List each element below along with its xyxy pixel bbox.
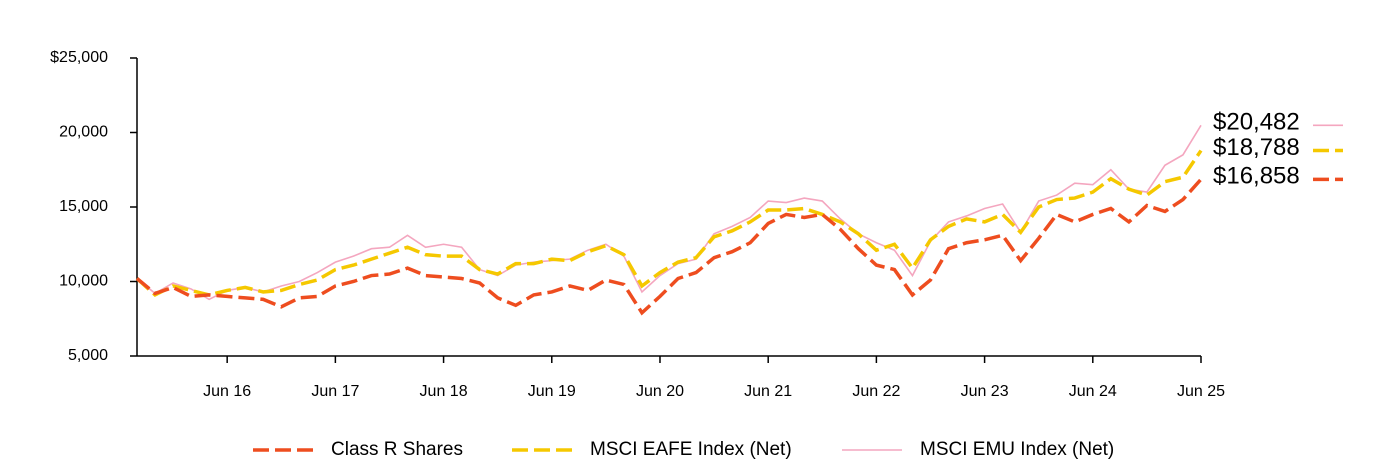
x-tick-label: Jun 25 [1177,383,1225,400]
x-tick-label: Jun 21 [744,383,792,400]
x-tick-label: Jun 24 [1069,383,1117,400]
end-value-label: $18,788 [1213,134,1300,161]
legend-label: MSCI EMU Index (Net) [920,439,1114,460]
y-tick-label: $25,000 [50,49,108,66]
x-tick-label: Jun 22 [852,383,900,400]
series-line [135,149,1203,298]
x-tick-label: Jun 17 [311,383,359,400]
y-tick-label: 15,000 [59,198,108,215]
x-tick-label: Jun 18 [420,383,468,400]
end-value-label: $20,482 [1213,109,1300,136]
y-tick-label: 10,000 [59,273,108,290]
y-tick-label: 20,000 [59,124,108,141]
x-tick-label: Jun 23 [961,383,1009,400]
series-line [135,178,1203,316]
end-value-label: $16,858 [1213,163,1300,190]
x-tick-label: Jun 19 [528,383,576,400]
x-tick-label: Jun 20 [636,383,684,400]
y-tick-label: 5,000 [68,347,108,364]
legend-label: MSCI EAFE Index (Net) [590,439,792,460]
series-line [136,124,1202,301]
x-tick-label: Jun 16 [203,383,251,400]
legend-label: Class R Shares [331,439,463,460]
